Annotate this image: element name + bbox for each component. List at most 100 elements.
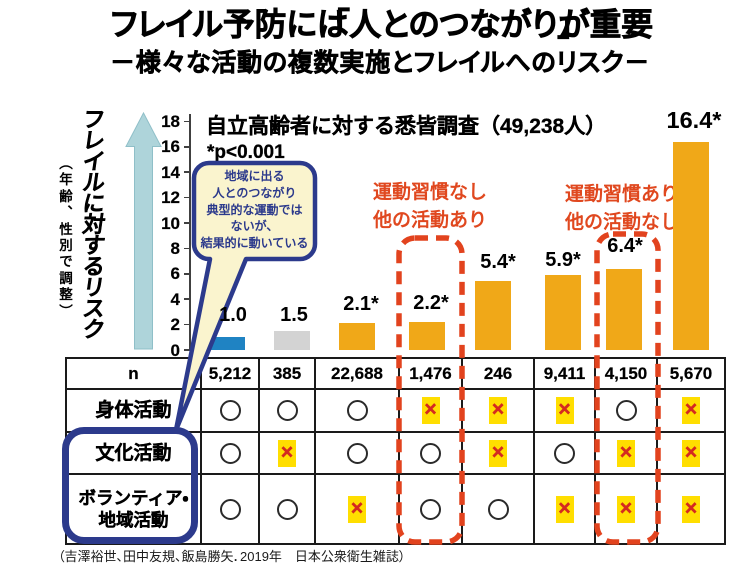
table-cell [200, 473, 260, 545]
cross-mark: × [682, 495, 700, 523]
y-tick-label: 14 [161, 162, 180, 182]
circle-mark [219, 498, 241, 520]
table-cell [533, 431, 596, 475]
y-tick-label: 16 [161, 137, 180, 157]
table-n-value: 246 [461, 357, 535, 390]
title-char: が [558, 6, 590, 43]
circle-mark [219, 442, 241, 464]
y-tick-mark [184, 171, 190, 173]
table-row-label: 身体活動 [65, 388, 202, 433]
speech-bubble-line: 人とのつながり [212, 185, 297, 200]
title-char: レ [137, 6, 166, 43]
circle-mark [276, 498, 298, 520]
y-tick-mark [184, 323, 190, 326]
y-tick-label: 6 [170, 264, 180, 284]
vertical-char: ︵ [59, 156, 73, 171]
title-char: 防 [254, 6, 287, 43]
table-n-value: 5,670 [656, 357, 726, 390]
table-cell: × [656, 473, 726, 545]
title-char: な [469, 6, 501, 43]
table-cell: × [461, 431, 535, 475]
table-n-value: 4,150 [594, 357, 658, 390]
vertical-char: 年 [59, 172, 73, 188]
y-tick-mark [184, 120, 190, 123]
table-cell: × [533, 473, 596, 545]
vertical-char: 性 [59, 221, 73, 237]
bar-4,150 [606, 268, 642, 350]
table-header-n: n [65, 357, 202, 390]
title-char: 」 [557, 6, 574, 43]
speech-bubble-line: 地域に出る [224, 169, 285, 183]
table-cell: × [398, 388, 463, 433]
table-cell [398, 473, 463, 545]
table-n-value: 22,688 [314, 357, 400, 390]
table-cell [314, 431, 400, 475]
cross-mark: × [555, 495, 574, 523]
table-n-value: 9,411 [533, 357, 596, 390]
table-cell [258, 388, 316, 433]
vertical-char: 別 [59, 238, 73, 254]
table-cell [258, 473, 316, 545]
table-cell: × [314, 473, 400, 545]
annotation-line: 運動習慣なし [372, 182, 487, 203]
table-cell: × [594, 431, 658, 475]
circle-mark [346, 400, 368, 421]
y-axis-line [189, 114, 191, 350]
table-row: 身体活動 × × × × [65, 388, 726, 433]
up-arrow-icon [125, 111, 162, 350]
y-tick-label: 10 [161, 213, 180, 233]
survey-note: 自立高齢者に対する悉皆調査（49,238人） [206, 115, 607, 138]
table-cell: × [258, 431, 316, 475]
citation: （吉澤裕世、田中友規、飯島勝矢．2019年 日本公衆衛生雑誌） [58, 549, 406, 563]
annotation-line: 他の活動なし [564, 211, 679, 233]
vertical-char: で [59, 254, 73, 270]
cross-mark: × [617, 439, 635, 467]
table-cell [200, 431, 260, 475]
title-char: つ [439, 6, 470, 43]
title-char: フ [110, 6, 138, 43]
y-tick-mark [184, 349, 190, 351]
title-char: イ [165, 6, 194, 43]
vertical-char: ︑ [59, 205, 73, 221]
vertical-char: 齢 [59, 188, 73, 204]
circle-mark [615, 400, 637, 421]
table-n-value: 385 [258, 357, 316, 390]
table-cell [200, 388, 260, 433]
title-char: 要 [621, 6, 654, 43]
annotation-line: 運動習慣あり [564, 184, 679, 205]
y-tick-label: 0 [170, 340, 180, 360]
cross-mark: × [278, 439, 296, 467]
highlight-social-activities [62, 427, 198, 544]
page-title: フレイル予防には「人とのつながり」が重要 [14, 4, 750, 44]
bar-246 [475, 281, 511, 350]
circle-mark [276, 400, 298, 421]
table-cell [594, 388, 658, 433]
cross-mark: × [682, 397, 700, 424]
y-tick-mark [184, 196, 190, 199]
cross-mark: × [617, 495, 635, 523]
table-cell: × [656, 388, 726, 433]
y-tick-label: 2 [170, 315, 180, 335]
title-char: が [500, 6, 532, 43]
annotation-exercise-only: 運動習慣あり 他の活動なし [547, 181, 697, 236]
title-char: ル [193, 6, 223, 43]
bar-385 [274, 330, 310, 350]
cross-mark: × [555, 397, 574, 424]
table-cell: × [461, 388, 535, 433]
bar-22,688 [339, 323, 375, 350]
circle-mark [554, 442, 575, 464]
page-subtitle: －様々な活動の複数実施とフレイルへのリスク－ [109, 49, 651, 78]
circle-mark [420, 442, 441, 464]
title-char: り [531, 6, 558, 43]
table-row: n 5,212 385 22,688 1,476 246 9,411 4,150 5,670 [65, 357, 726, 390]
table-n-value: 5,212 [200, 357, 260, 390]
table-cell: × [656, 431, 726, 475]
y-tick-mark [184, 273, 190, 275]
speech-bubble-line: 典型的な運動では [206, 202, 303, 217]
title-char: と [381, 6, 409, 43]
y-axis-note: ︵ 年齢 ︑ 性別で調整 ︶ [58, 156, 74, 320]
title-char: は [316, 6, 349, 43]
table-cell: × [533, 388, 596, 433]
